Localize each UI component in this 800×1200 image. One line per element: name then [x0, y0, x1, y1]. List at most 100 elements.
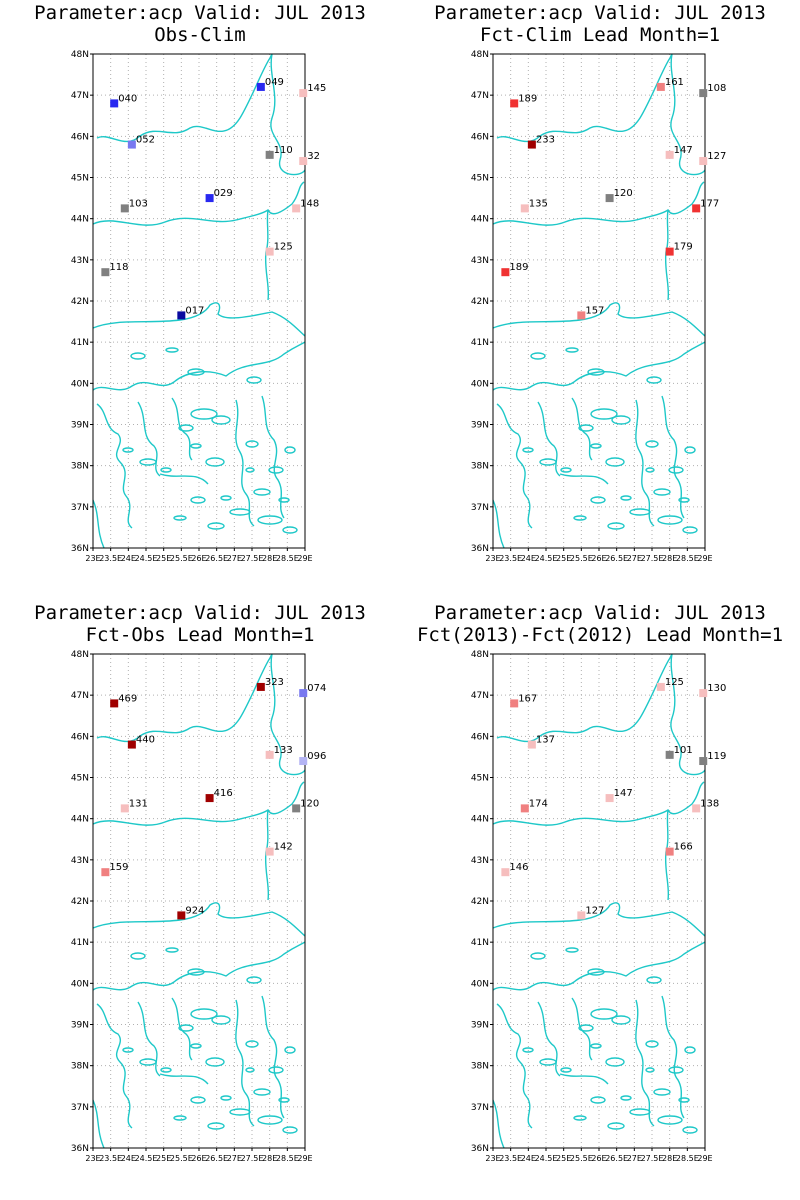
lon-tick-label: 24.5E — [135, 1154, 158, 1163]
station-value-label: 137 — [536, 735, 555, 746]
station-value-label: 120 — [300, 798, 319, 809]
lon-tick-label: 26E — [191, 1154, 206, 1163]
station-marker — [699, 89, 708, 98]
lat-tick-label: 44N — [71, 215, 89, 225]
lat-tick-label: 41N — [71, 338, 89, 348]
lat-tick-label: 46N — [71, 732, 89, 742]
station-marker — [101, 268, 110, 277]
station-marker — [299, 157, 308, 166]
lat-tick-label: 39N — [71, 421, 89, 431]
lon-tick-label: 28E — [262, 1154, 277, 1163]
station-marker — [605, 194, 614, 203]
map-plot: 48N47N46N45N44N43N42N41N40N39N38N37N36N2… — [71, 50, 327, 563]
lat-tick-label: 43N — [71, 256, 89, 266]
lat-tick-label: 48N — [71, 650, 89, 660]
station-marker — [110, 99, 119, 108]
lon-tick-label: 24.5E — [135, 554, 158, 563]
station-value-label: 125 — [274, 242, 293, 253]
lon-tick-label: 27.5E — [241, 554, 264, 563]
lat-tick-label: 42N — [471, 897, 489, 907]
station-value-label: 416 — [214, 788, 233, 799]
station-value-label: 32 — [307, 151, 320, 162]
station-marker — [101, 868, 110, 877]
lat-tick-label: 45N — [471, 174, 489, 184]
lon-tick-label: 23.5E — [499, 554, 522, 563]
station-value-label: 130 — [707, 683, 726, 694]
lon-tick-label: 28E — [662, 554, 677, 563]
station-marker — [510, 699, 519, 708]
station-marker — [665, 247, 674, 256]
coastline — [492, 53, 706, 549]
station-marker — [110, 699, 119, 708]
station-marker — [120, 804, 129, 813]
station-value-label: 108 — [707, 83, 726, 94]
lat-tick-label: 36N — [71, 544, 89, 554]
station-value-label: 177 — [700, 198, 719, 209]
station-value-label: 127 — [707, 151, 726, 162]
lon-tick-label: 28E — [262, 554, 277, 563]
lon-tick-label: 27E — [227, 554, 242, 563]
station-value-label: 118 — [109, 262, 128, 273]
lon-tick-label: 24E — [121, 1154, 136, 1163]
station-value-label: 440 — [136, 735, 155, 746]
station-value-label: 148 — [300, 198, 319, 209]
station-marker — [127, 740, 136, 749]
lon-tick-label: 24.5E — [535, 554, 558, 563]
lon-tick-label: 29E — [297, 1154, 312, 1163]
station-marker — [520, 804, 529, 813]
station-value-label: 469 — [118, 693, 137, 704]
station-marker — [292, 804, 301, 813]
station-marker — [120, 204, 129, 213]
station-value-label: 135 — [529, 198, 548, 209]
station-marker — [265, 150, 274, 159]
lon-tick-label: 24.5E — [535, 1154, 558, 1163]
lat-tick-label: 43N — [71, 856, 89, 866]
lon-tick-label: 29E — [697, 1154, 712, 1163]
station-value-label: 052 — [136, 135, 155, 146]
station-value-label: 233 — [536, 135, 555, 146]
map-title: Parameter:acp Valid: JUL 2013 — [34, 602, 366, 624]
lat-tick-label: 44N — [471, 815, 489, 825]
lat-tick-label: 38N — [471, 1062, 489, 1072]
lat-tick-label: 38N — [471, 462, 489, 472]
station-value-label: 131 — [129, 798, 148, 809]
station-marker — [692, 804, 701, 813]
lat-tick-label: 44N — [71, 815, 89, 825]
station-value-label: 127 — [585, 905, 604, 916]
lon-tick-label: 26E — [591, 1154, 606, 1163]
lat-tick-label: 42N — [471, 297, 489, 307]
station-marker — [699, 757, 708, 766]
station-marker — [520, 204, 529, 213]
lon-tick-label: 23E — [85, 1154, 100, 1163]
lat-tick-label: 47N — [471, 691, 489, 701]
lon-tick-label: 28.5E — [676, 1154, 699, 1163]
lon-tick-label: 23.5E — [99, 1154, 122, 1163]
station-value-label: 161 — [665, 77, 684, 88]
lon-tick-label: 26E — [591, 554, 606, 563]
station-value-label: 323 — [265, 677, 284, 688]
station-marker — [265, 847, 274, 856]
station-marker — [501, 268, 510, 277]
station-value-label: 017 — [185, 305, 204, 316]
station-value-label: 167 — [518, 693, 537, 704]
station-marker — [692, 204, 701, 213]
lat-tick-label: 45N — [71, 774, 89, 784]
station-marker — [577, 911, 586, 920]
station-marker — [605, 794, 614, 803]
station-value-label: 096 — [307, 751, 326, 762]
lat-tick-label: 48N — [471, 50, 489, 60]
lat-tick-label: 39N — [471, 1021, 489, 1031]
lon-tick-label: 25E — [156, 554, 171, 563]
map-title: Parameter:acp Valid: JUL 2013 — [434, 602, 766, 624]
lat-tick-label: 40N — [71, 379, 89, 389]
lon-tick-label: 26.5E — [205, 1154, 228, 1163]
lat-tick-label: 47N — [71, 691, 89, 701]
station-marker — [292, 204, 301, 213]
lat-tick-label: 37N — [471, 1103, 489, 1113]
lat-tick-label: 44N — [471, 215, 489, 225]
lat-tick-label: 36N — [71, 1144, 89, 1154]
lat-tick-label: 47N — [471, 91, 489, 101]
lon-tick-label: 24E — [121, 554, 136, 563]
station-marker — [265, 247, 274, 256]
lon-tick-label: 27E — [227, 1154, 242, 1163]
